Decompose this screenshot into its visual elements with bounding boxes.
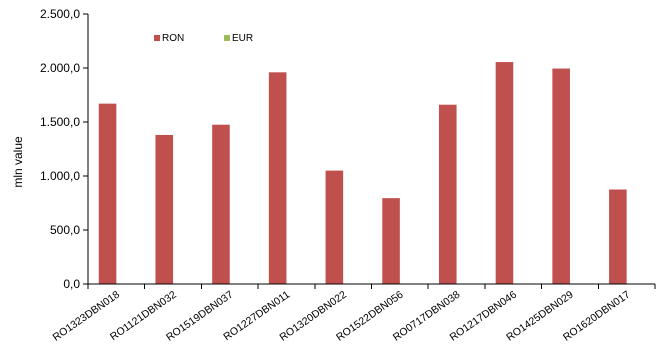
bar-ron (98, 103, 117, 284)
bar-ron (609, 189, 627, 284)
bar-ron (552, 68, 570, 284)
bars (98, 62, 627, 285)
legend-swatch (154, 35, 160, 41)
bar-ron (212, 124, 230, 284)
bar-ron (438, 104, 457, 284)
bar-ron (268, 72, 287, 284)
bar-ron (382, 198, 400, 284)
bar-ron (155, 134, 174, 284)
y-tick-label: 0,0 (63, 277, 80, 291)
legend-swatch (224, 35, 230, 41)
legend-label: RON (162, 33, 184, 44)
x-axis: RO1323DBN018RO1121DBN032RO1519DBN037RO12… (51, 283, 656, 344)
y-tick-label: 500,0 (50, 223, 80, 237)
bar-ron (325, 170, 344, 284)
y-axis-title: mln value (11, 136, 25, 188)
y-tick-label: 1.000,0 (40, 169, 80, 183)
bar-ron (495, 62, 514, 285)
y-tick-label: 2.500,0 (40, 7, 80, 21)
legend: RON EUR (154, 33, 253, 44)
y-axis: 0,0 500,0 1.000,0 1.500,0 2.000,0 2.500,0 (40, 7, 89, 291)
legend-label: EUR (232, 33, 253, 44)
y-tick-label: 2.000,0 (40, 61, 80, 75)
y-tick-label: 1.500,0 (40, 115, 80, 129)
